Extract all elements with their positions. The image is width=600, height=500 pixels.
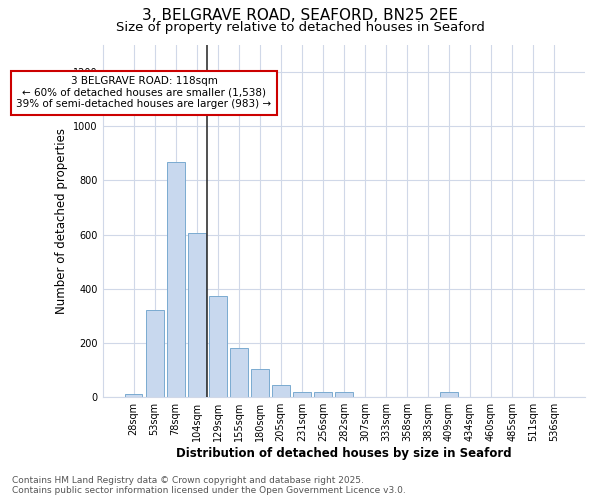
Bar — [125, 394, 142, 397]
Text: Size of property relative to detached houses in Seaford: Size of property relative to detached ho… — [116, 21, 484, 34]
Text: 3, BELGRAVE ROAD, SEAFORD, BN25 2EE: 3, BELGRAVE ROAD, SEAFORD, BN25 2EE — [142, 8, 458, 22]
Bar — [335, 392, 353, 397]
Y-axis label: Number of detached properties: Number of detached properties — [55, 128, 68, 314]
Text: 3 BELGRAVE ROAD: 118sqm
← 60% of detached houses are smaller (1,538)
39% of semi: 3 BELGRAVE ROAD: 118sqm ← 60% of detache… — [16, 76, 272, 110]
X-axis label: Distribution of detached houses by size in Seaford: Distribution of detached houses by size … — [176, 447, 512, 460]
Bar — [146, 310, 164, 397]
Bar — [188, 233, 206, 397]
Bar — [209, 296, 227, 397]
Bar — [272, 385, 290, 397]
Bar — [293, 392, 311, 397]
Bar — [230, 348, 248, 397]
Text: Contains HM Land Registry data © Crown copyright and database right 2025.
Contai: Contains HM Land Registry data © Crown c… — [12, 476, 406, 495]
Bar — [251, 370, 269, 397]
Bar — [167, 162, 185, 397]
Bar — [440, 392, 458, 397]
Bar — [314, 392, 332, 397]
